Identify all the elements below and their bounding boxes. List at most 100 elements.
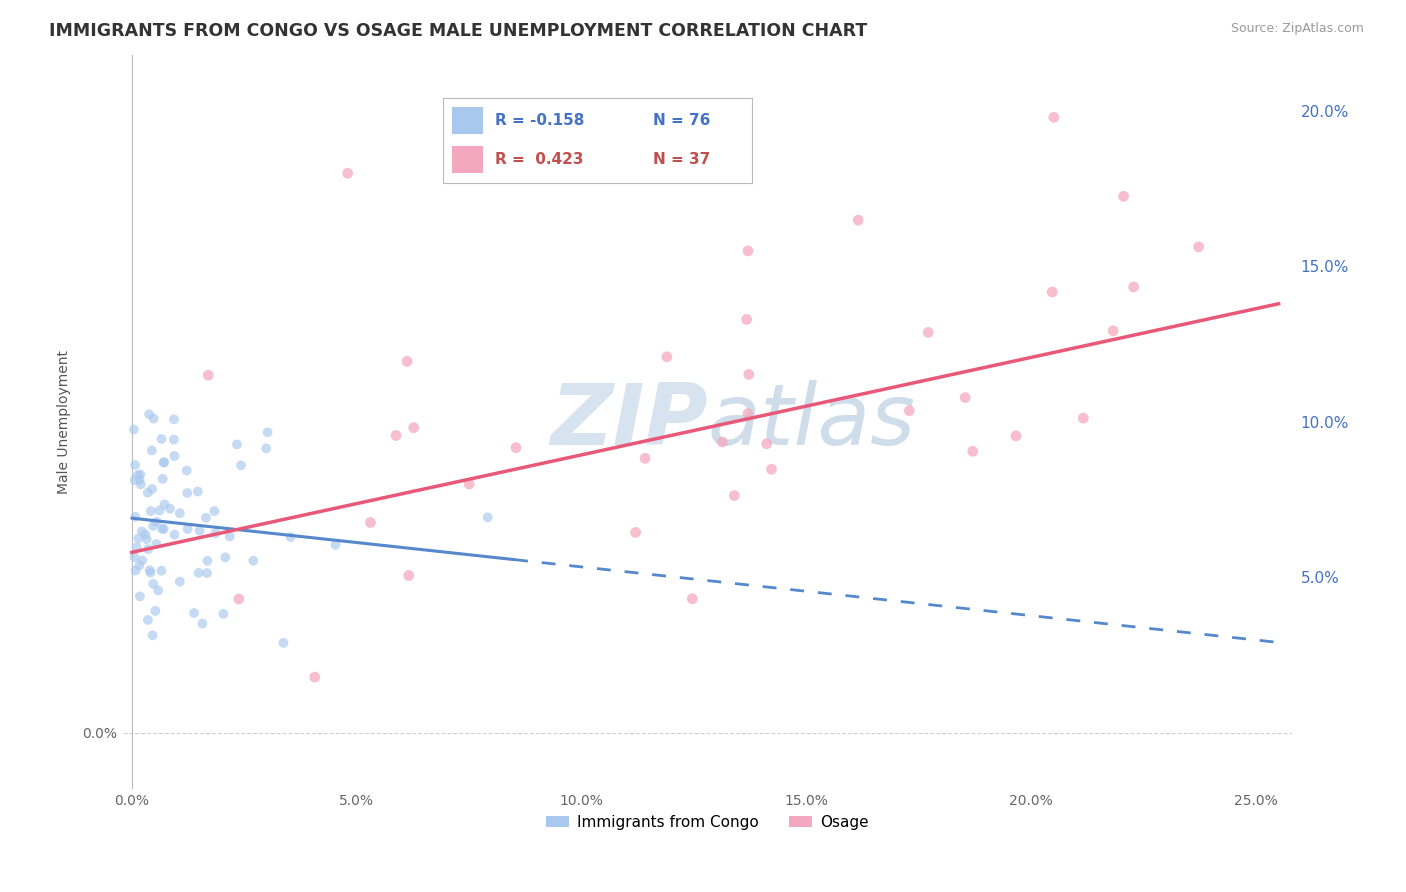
Point <box>962 444 984 458</box>
Point <box>138 563 160 577</box>
Point <box>163 433 186 447</box>
Text: atlas: atlas <box>707 380 915 463</box>
Point <box>1005 429 1028 443</box>
Text: ZIP: ZIP <box>550 380 707 463</box>
Point <box>846 213 869 227</box>
Point <box>187 566 209 580</box>
Point <box>1112 189 1135 203</box>
Point <box>477 510 499 524</box>
Point <box>124 550 146 565</box>
Point <box>153 455 176 469</box>
Point <box>150 564 173 578</box>
Point <box>176 486 198 500</box>
Point <box>204 526 226 541</box>
Point <box>129 467 152 482</box>
Point <box>1042 110 1064 124</box>
Point <box>142 628 165 642</box>
Point <box>1102 324 1125 338</box>
Point <box>142 576 165 591</box>
Point <box>128 558 150 573</box>
Point <box>202 504 225 518</box>
Point <box>1071 411 1094 425</box>
Text: N = 76: N = 76 <box>654 112 710 128</box>
Point <box>187 484 209 499</box>
Point <box>195 510 218 524</box>
Point <box>139 504 162 518</box>
Point <box>634 451 657 466</box>
Point <box>135 533 157 547</box>
Point <box>124 509 146 524</box>
Text: R = -0.158: R = -0.158 <box>495 112 585 128</box>
Point <box>1040 285 1063 299</box>
Point <box>458 477 481 491</box>
Point <box>761 462 783 476</box>
Point <box>127 532 149 546</box>
Point <box>122 422 145 436</box>
Point <box>176 522 198 536</box>
Point <box>127 468 149 483</box>
Point <box>169 574 191 589</box>
Bar <box>453 107 484 134</box>
Legend: Immigrants from Congo, Osage: Immigrants from Congo, Osage <box>540 809 875 836</box>
Point <box>124 564 146 578</box>
Point <box>681 591 703 606</box>
Point <box>131 524 153 539</box>
Point <box>1188 240 1211 254</box>
Point <box>737 244 759 258</box>
Point <box>139 566 162 580</box>
Point <box>131 553 153 567</box>
Point <box>146 583 169 598</box>
Point <box>218 529 240 543</box>
Point <box>214 550 236 565</box>
Point <box>737 407 759 421</box>
Text: N = 37: N = 37 <box>654 152 710 167</box>
Point <box>1122 280 1144 294</box>
Point <box>256 425 278 440</box>
Text: Source: ZipAtlas.com: Source: ZipAtlas.com <box>1230 22 1364 36</box>
Point <box>134 527 156 541</box>
Text: R =  0.423: R = 0.423 <box>495 152 583 167</box>
Point <box>136 542 159 557</box>
Point <box>226 437 249 451</box>
Point <box>953 391 976 405</box>
Point <box>169 506 191 520</box>
Point <box>145 537 167 551</box>
Point <box>124 458 146 472</box>
Point <box>188 524 211 538</box>
Point <box>325 538 347 552</box>
Point <box>359 516 381 530</box>
Point <box>152 456 174 470</box>
Point <box>150 522 173 536</box>
Point <box>143 604 166 618</box>
Point <box>505 441 527 455</box>
Point <box>398 568 420 582</box>
Point <box>163 412 186 426</box>
Point <box>152 522 174 536</box>
Point <box>176 464 198 478</box>
Point <box>129 590 152 604</box>
Point <box>136 613 159 627</box>
Point <box>254 442 277 456</box>
Point <box>136 485 159 500</box>
Point <box>128 473 150 487</box>
Point <box>273 636 295 650</box>
Point <box>163 449 186 463</box>
Point <box>191 616 214 631</box>
Point <box>242 554 264 568</box>
Point <box>195 566 218 580</box>
Point <box>159 501 181 516</box>
Y-axis label: Male Unemployment: Male Unemployment <box>58 350 72 494</box>
Point <box>124 473 146 487</box>
Text: IMMIGRANTS FROM CONGO VS OSAGE MALE UNEMPLOYMENT CORRELATION CHART: IMMIGRANTS FROM CONGO VS OSAGE MALE UNEM… <box>49 22 868 40</box>
Point <box>183 606 205 620</box>
Point <box>142 411 165 425</box>
Point <box>385 428 408 442</box>
Point <box>402 420 425 434</box>
Point <box>898 404 921 418</box>
Point <box>152 472 174 486</box>
Point <box>142 518 165 533</box>
Point <box>125 541 148 555</box>
Point <box>755 436 778 450</box>
Point <box>574 171 596 186</box>
Bar <box>453 145 484 173</box>
